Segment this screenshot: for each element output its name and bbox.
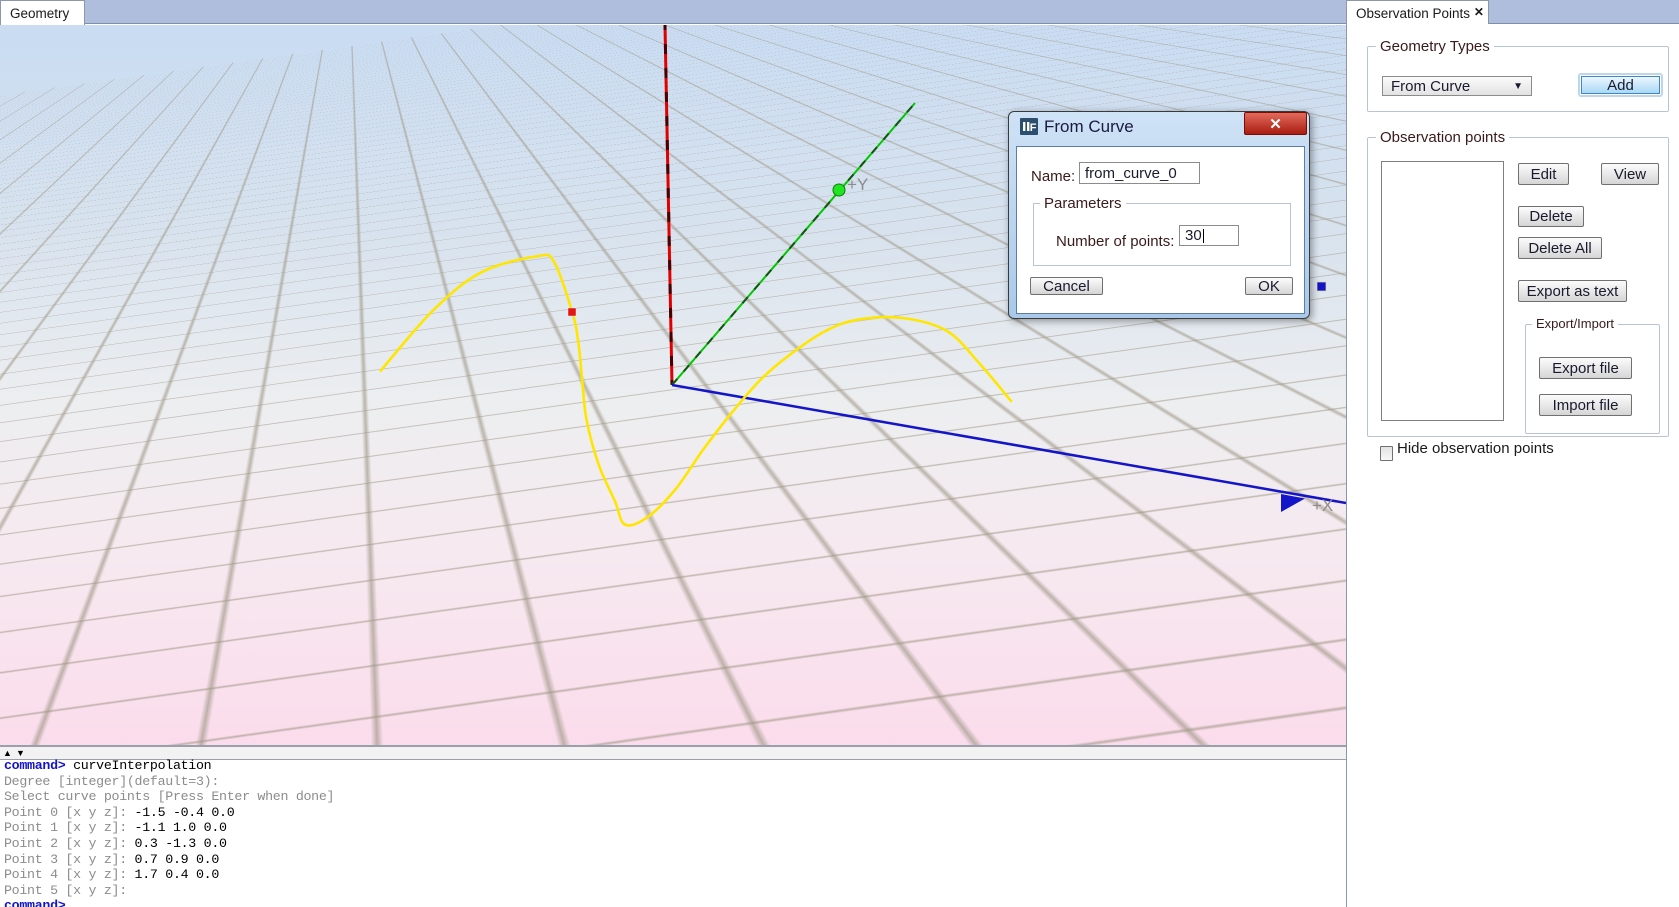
svg-text:F: F (1030, 122, 1037, 134)
